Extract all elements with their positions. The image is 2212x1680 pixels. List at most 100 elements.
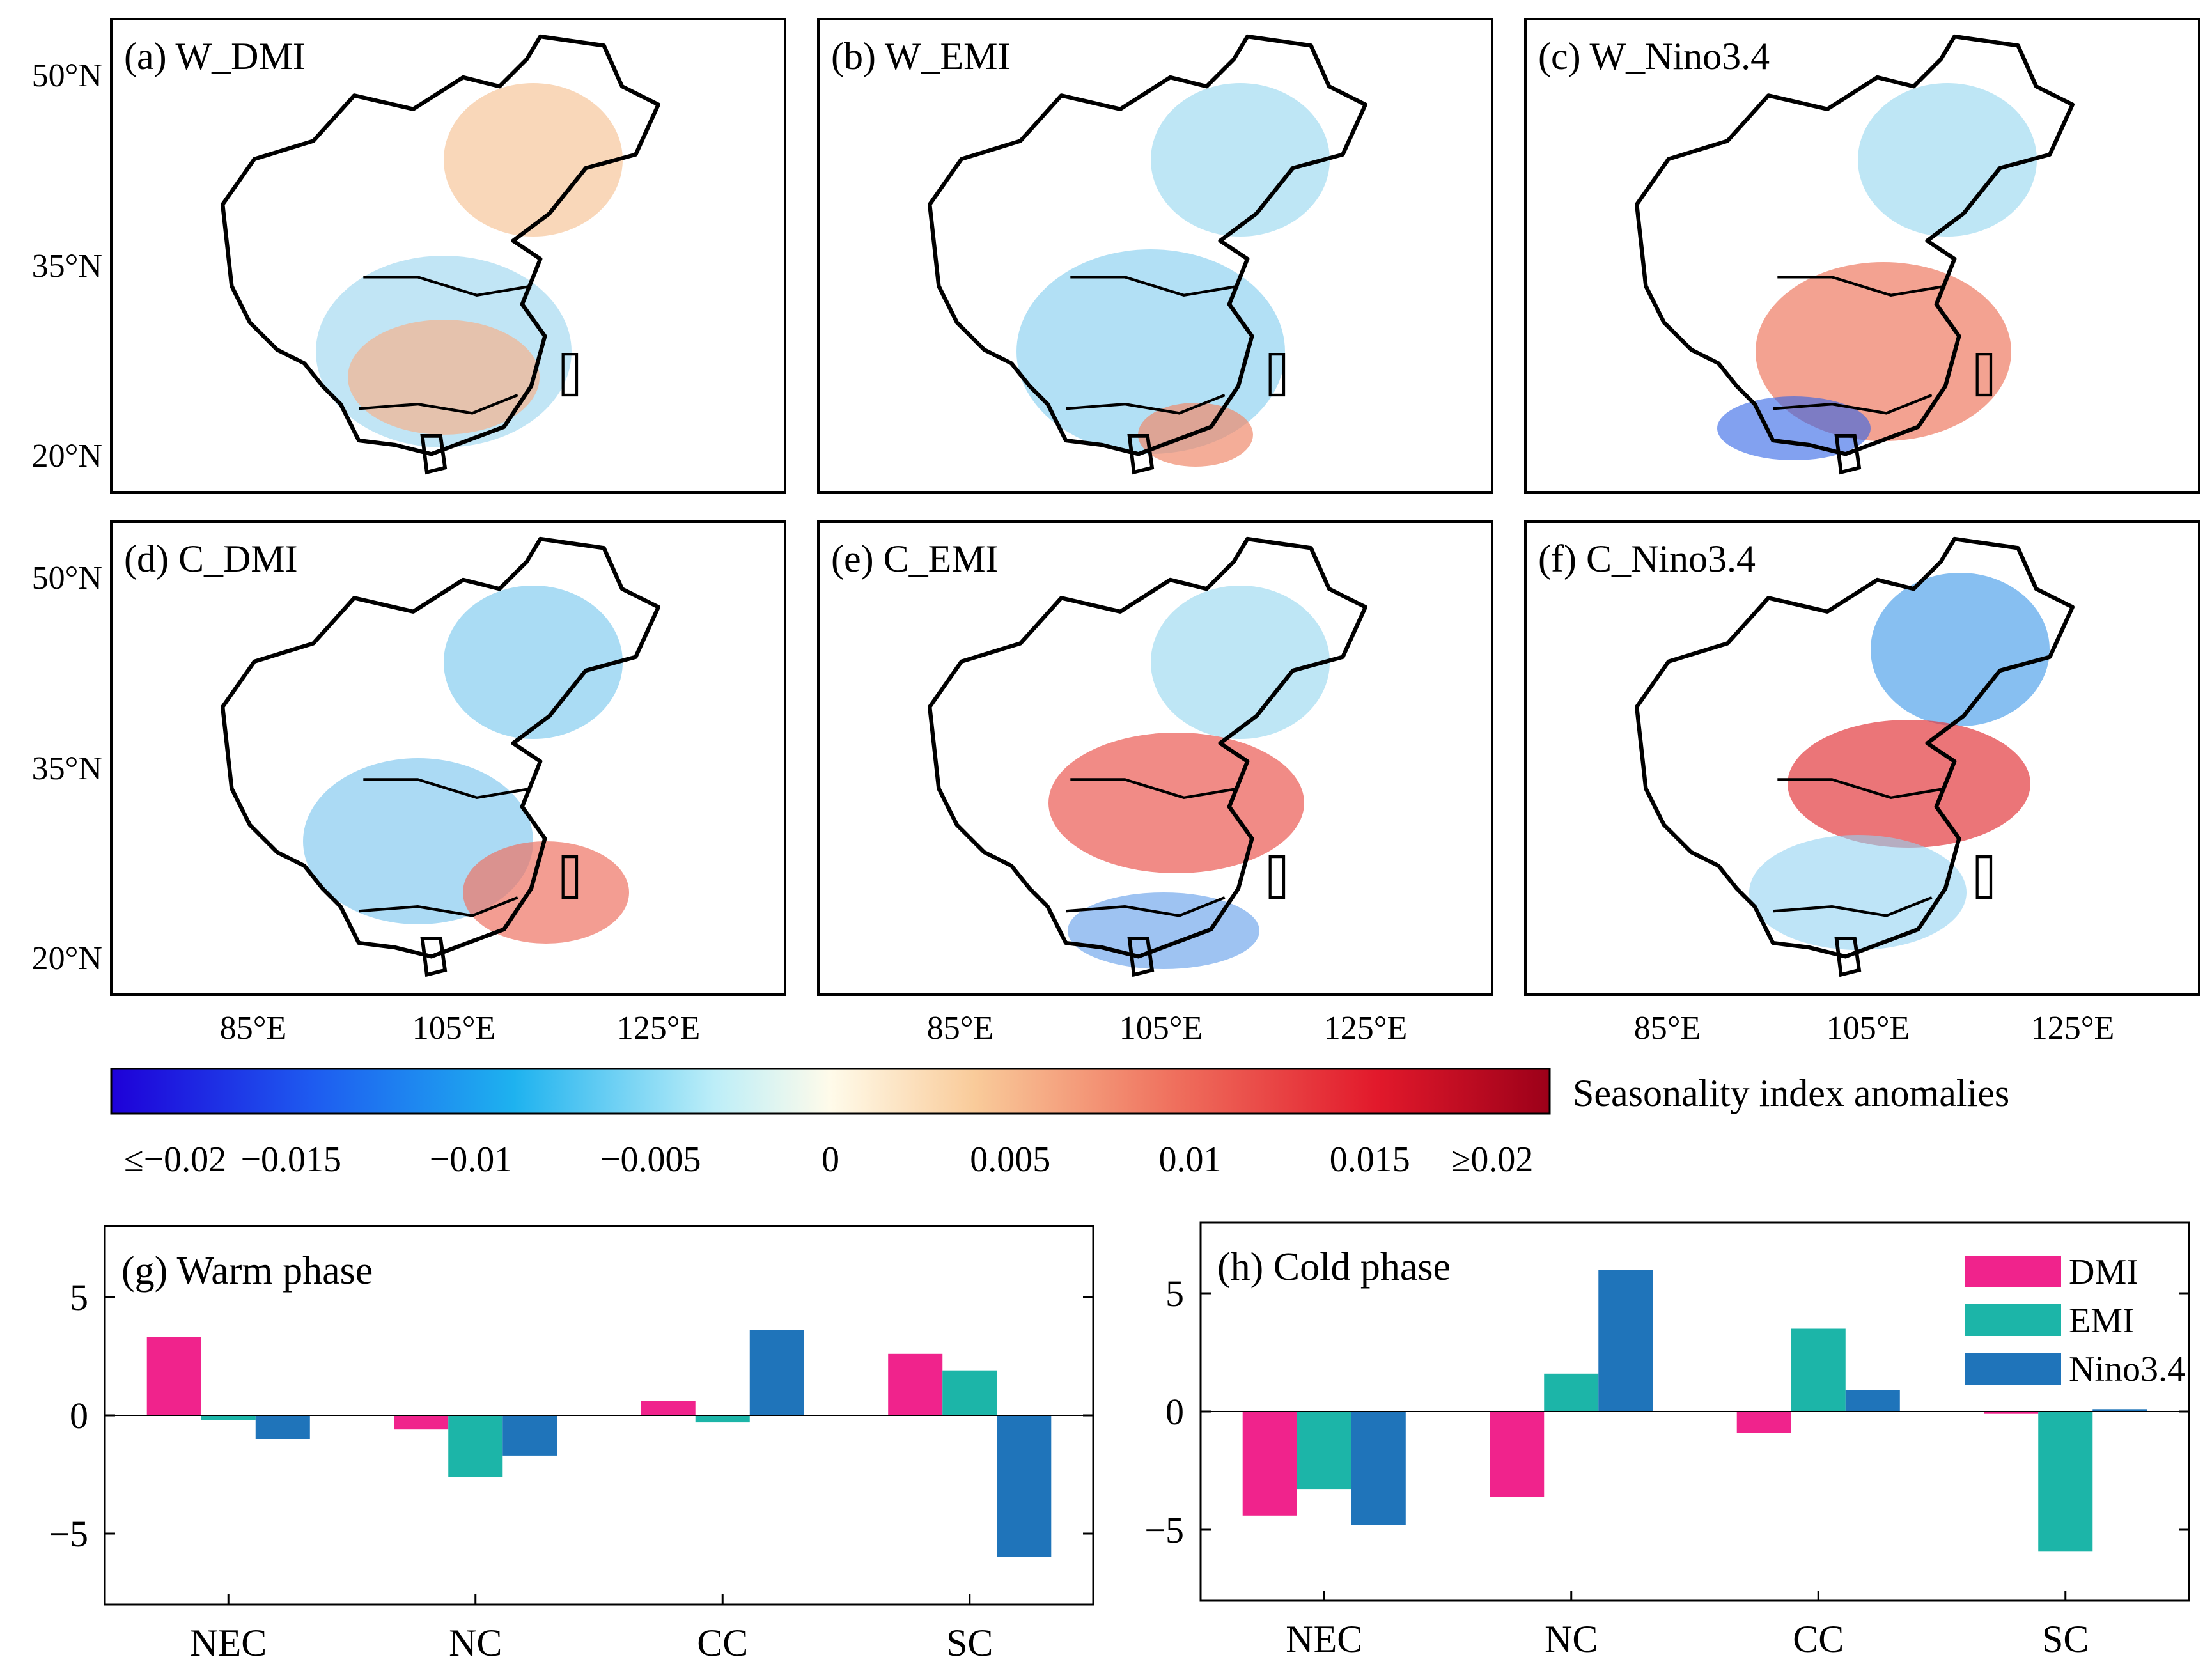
lat-tick-label: 20°N (32, 940, 102, 977)
bar-sc-emi (2038, 1412, 2093, 1552)
x-tick-label: NEC (1286, 1618, 1362, 1660)
bar-nc-dmi (394, 1415, 449, 1430)
x-tick-label: NC (1545, 1618, 1598, 1660)
bar-cc-dmi (1736, 1412, 1791, 1433)
lon-tick-label: 125°E (2031, 1010, 2115, 1046)
bar-nec-dmi (146, 1337, 201, 1415)
y-tick-label: 5 (1165, 1273, 1184, 1314)
bar-nec-emi (201, 1415, 256, 1420)
map-panel-label: (d) C_DMI (124, 538, 298, 580)
bar-sc-dmi (1984, 1412, 2039, 1414)
lon-tick-label: 125°E (617, 1010, 701, 1046)
lon-tick-label: 85°E (1634, 1010, 1701, 1046)
legend-label: Nino3.4 (2069, 1349, 2185, 1389)
bar-sc-emi (942, 1370, 997, 1415)
lon-tick-label: 105°E (1119, 1010, 1203, 1046)
bar-sc-nino34 (997, 1415, 1052, 1557)
bar-nc-nino34 (502, 1415, 557, 1456)
map-panel-grid: (a) W_DMI (b) W_EMI (c) W_Nino3.4 (d) C_… (32, 18, 2200, 1046)
x-tick-label: SC (946, 1622, 993, 1664)
bar-nec-emi (1297, 1412, 1351, 1490)
y-tick-label: −5 (49, 1513, 88, 1555)
lat-axis-row1: 50°N 35°N 20°N (32, 58, 102, 474)
legend-swatch-nino34 (1965, 1353, 2061, 1385)
x-tick-label: NC (449, 1622, 502, 1664)
lat-tick-label: 35°N (32, 751, 102, 787)
x-tick-label: SC (2042, 1618, 2089, 1660)
map-frame (110, 520, 786, 996)
colorbar-tick-label: −0.005 (600, 1140, 701, 1179)
colorbar-tick-label: −0.01 (430, 1140, 513, 1179)
bar-nec-dmi (1242, 1412, 1297, 1516)
bar-cc-dmi (641, 1401, 696, 1415)
map-panel-label: (f) C_Nino3.4 (1538, 538, 1756, 580)
anomaly-field (1871, 573, 2050, 726)
chart-title: (g) Warm phase (121, 1249, 373, 1293)
anomaly-field (1151, 586, 1330, 739)
lon-axis-d: 85°E 105°E 125°E (220, 1010, 701, 1046)
bar-nc-emi (448, 1415, 503, 1477)
legend-swatch-emi (1965, 1304, 2061, 1336)
colorbar-tick-label: 0 (822, 1140, 839, 1179)
legend-label: EMI (2069, 1301, 2135, 1341)
bar-nec-nino34 (255, 1415, 310, 1439)
x-tick-label: CC (697, 1622, 748, 1664)
colorbar-tick-label: ≥0.02 (1451, 1140, 1534, 1179)
lon-axis-e: 85°E 105°E 125°E (927, 1010, 1408, 1046)
map-panel-f: (f) C_Nino3.4 (1524, 520, 2200, 996)
lon-tick-label: 85°E (927, 1010, 994, 1046)
y-tick-label: −5 (1144, 1509, 1184, 1551)
y-tick-label: 5 (70, 1277, 88, 1318)
colorbar-tick-label: −0.015 (240, 1140, 341, 1179)
anomaly-field (1151, 83, 1330, 237)
lon-tick-label: 85°E (220, 1010, 287, 1046)
bar-nc-emi (1544, 1373, 1599, 1412)
anomaly-field (444, 83, 623, 237)
lat-axis-row2: 50°N 35°N 20°N (32, 560, 102, 977)
map-panel-label: (c) W_Nino3.4 (1538, 35, 1770, 77)
lon-tick-label: 105°E (1826, 1010, 1910, 1046)
bar-cc-emi (695, 1415, 750, 1423)
map-panel-b: (b) W_EMI (817, 18, 1493, 494)
legend-label: DMI (2069, 1252, 2138, 1292)
map-panel-e: (e) C_EMI (817, 520, 1493, 996)
bar-cc-emi (1791, 1328, 1846, 1412)
lat-tick-label: 50°N (32, 58, 102, 94)
colorbar-gradient (110, 1068, 1551, 1115)
bar-chart-warm-phase: 5 0 −5 NEC NC CC SC (g) Warm phase (49, 1225, 1094, 1664)
bar-nc-nino34 (1598, 1270, 1653, 1412)
colorbar-title: Seasonality index anomalies (1573, 1072, 2009, 1114)
map-panel-c: (c) W_Nino3.4 (1524, 18, 2200, 494)
map-panel-label: (a) W_DMI (124, 35, 306, 77)
lon-tick-label: 105°E (412, 1010, 496, 1046)
map-panel-label: (b) W_EMI (831, 35, 1011, 77)
lon-axis-f: 85°E 105°E 125°E (1634, 1010, 2115, 1046)
anomaly-field (1858, 83, 2037, 237)
colorbar-tick-label: 0.01 (1159, 1140, 1222, 1179)
colorbar-tick-label: 0.015 (1330, 1140, 1410, 1179)
legend-swatch-dmi (1965, 1256, 2061, 1287)
lat-tick-label: 35°N (32, 248, 102, 284)
bar-nec-nino34 (1351, 1412, 1406, 1525)
lat-tick-label: 50°N (32, 560, 102, 596)
colorbar: Seasonality index anomalies ≤−0.02 −0.015… (110, 1068, 2009, 1179)
colorbar-ticks: ≤−0.02 −0.015 −0.01 −0.005 0 0.005 0.01 0.015 ≥0… (124, 1140, 1534, 1179)
anomaly-field (444, 586, 623, 739)
y-tick-label: 0 (1165, 1391, 1184, 1433)
colorbar-tick-label: ≤−0.02 (124, 1140, 226, 1179)
y-tick-label: 0 (70, 1395, 88, 1436)
bar-sc-nino34 (2092, 1409, 2147, 1412)
lat-tick-label: 20°N (32, 438, 102, 474)
bar-chart-cold-phase: 5 0 −5 NEC NC CC SC (h) Cold phase DMI EMI Nino3.4 (1144, 1221, 2190, 1660)
x-tick-label: CC (1793, 1618, 1844, 1660)
map-panel-d: (d) C_DMI (110, 520, 786, 996)
map-panel-a: (a) W_DMI (110, 18, 786, 494)
bar-cc-nino34 (749, 1330, 804, 1415)
map-panel-label: (e) C_EMI (831, 538, 999, 580)
chart-title: (h) Cold phase (1217, 1245, 1451, 1289)
bar-sc-dmi (888, 1353, 943, 1415)
colorbar-tick-label: 0.005 (970, 1140, 1050, 1179)
bar-cc-nino34 (1845, 1390, 1900, 1412)
bar-nc-dmi (1490, 1412, 1545, 1497)
